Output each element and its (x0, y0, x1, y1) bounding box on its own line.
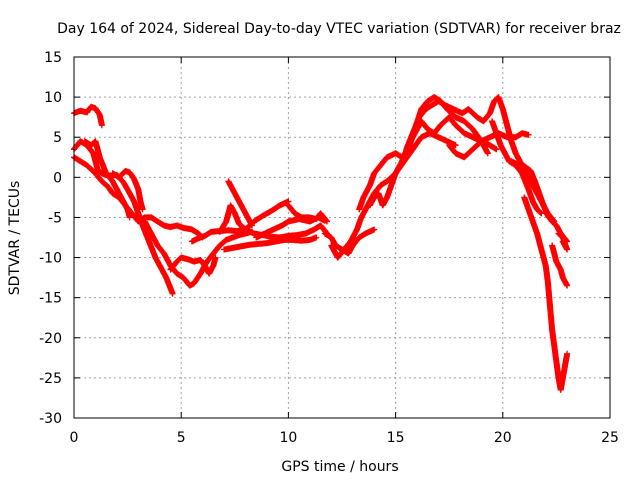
x-tick-label: 10 (279, 430, 297, 446)
y-tick-label: 10 (44, 90, 62, 106)
y-axis-label: SDTVAR / TECUs (7, 181, 23, 296)
y-tick-label: -5 (48, 210, 62, 226)
point-markers (167, 254, 219, 277)
y-tick-label: -20 (39, 331, 62, 347)
x-tick-label: 25 (601, 430, 619, 446)
point-markers (285, 202, 330, 225)
data-series (71, 94, 571, 393)
y-tick-label: 0 (53, 170, 62, 186)
x-tick-label: 20 (494, 430, 512, 446)
point-markers (221, 234, 320, 253)
x-tick-label: 0 (70, 430, 79, 446)
y-tick-label: -15 (39, 291, 62, 307)
y-tick-label: 5 (53, 130, 62, 146)
y-tick-label: -25 (39, 371, 62, 387)
series-track-10 (216, 198, 292, 235)
point-markers (216, 198, 292, 235)
x-tick-label: 15 (387, 430, 405, 446)
series-track-4 (81, 138, 133, 221)
y-tick-label: -10 (39, 251, 62, 267)
point-markers (109, 167, 146, 213)
point-markers (321, 226, 378, 257)
point-markers (225, 178, 255, 229)
point-markers (555, 230, 571, 253)
x-tick-label: 5 (177, 430, 186, 446)
series-track-9 (221, 234, 320, 253)
y-tick-label: -30 (39, 411, 62, 427)
plot-frame (73, 56, 611, 419)
point-markers (521, 194, 571, 393)
x-axis-label: GPS time / hours (281, 459, 398, 475)
y-tick-label: 15 (44, 50, 62, 66)
point-markers (81, 138, 133, 221)
axis-ticks: 0 5 10 15 20 25 -30 -25 -20 -15 -10 -5 0 5 10 15 (39, 50, 619, 446)
series-track-24 (555, 230, 571, 253)
chart-title: Day 164 of 2024, Sidereal Day-to-day VTE… (57, 21, 621, 37)
series-track-7 (167, 254, 219, 277)
series-track-23 (549, 242, 571, 289)
series-track-5 (109, 167, 146, 213)
point-markers (549, 242, 571, 289)
series-track-11 (225, 178, 255, 229)
series-track-14 (321, 226, 378, 257)
series-track-13 (285, 202, 330, 225)
series-track-22 (521, 194, 571, 393)
